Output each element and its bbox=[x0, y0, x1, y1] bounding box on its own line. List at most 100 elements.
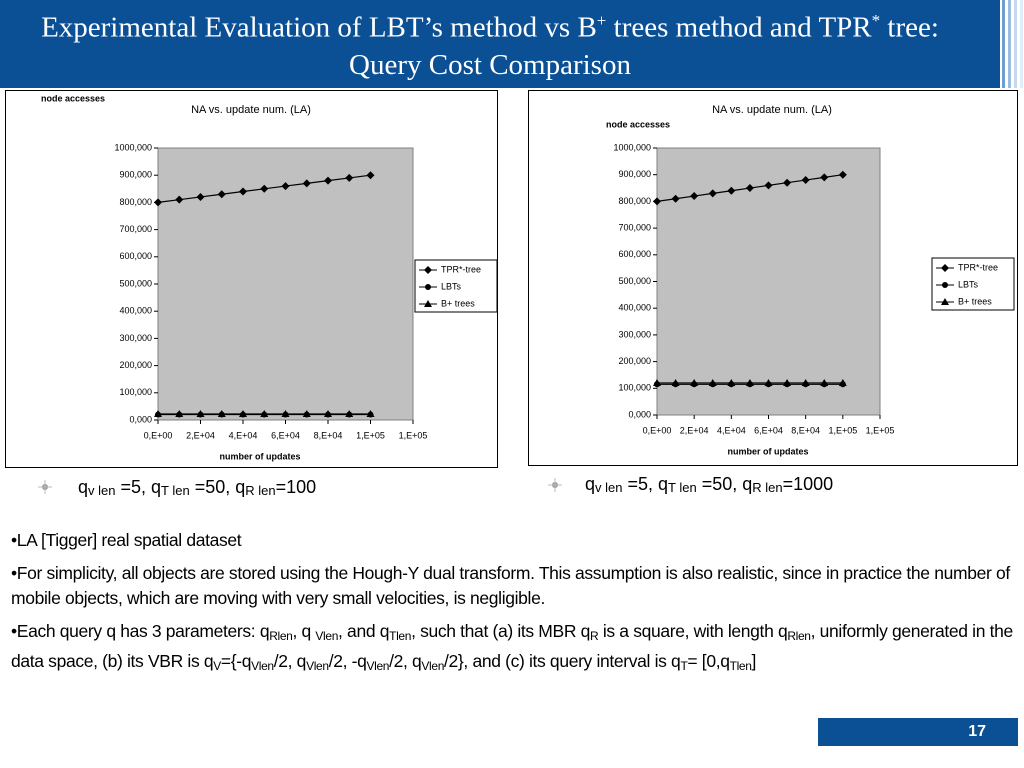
bullet: •For simplicity, all objects are stored … bbox=[11, 561, 1016, 611]
text-run: trees method and TPR bbox=[606, 11, 872, 44]
subscript: * bbox=[871, 11, 881, 30]
y-axis-label: node accesses bbox=[41, 93, 105, 103]
x-tick-label: 1,E+05 bbox=[399, 430, 428, 440]
legend-label: TPR*-tree bbox=[958, 262, 998, 272]
text-run: , q bbox=[292, 621, 316, 641]
data-point bbox=[281, 182, 290, 191]
data-point bbox=[801, 378, 810, 386]
text-run: is a square, with length q bbox=[598, 621, 788, 641]
y-tick-label: 900,000 bbox=[119, 170, 152, 180]
data-point bbox=[653, 197, 661, 206]
x-tick-label: 8,E+04 bbox=[791, 425, 820, 435]
data-point bbox=[302, 179, 311, 188]
bullet-icon bbox=[548, 478, 562, 492]
text-run: , uniformly generated in the data space,… bbox=[11, 621, 1013, 671]
data-point bbox=[764, 378, 773, 386]
text-run: =50, q bbox=[696, 474, 753, 494]
subscript: v len bbox=[595, 480, 623, 495]
y-axis-label: node accesses bbox=[606, 119, 670, 129]
data-point bbox=[154, 410, 162, 418]
x-tick-label: 8,E+04 bbox=[314, 430, 343, 440]
data-point bbox=[727, 378, 736, 386]
text-run: /2, q bbox=[273, 651, 307, 671]
x-tick-label: 0,E+00 bbox=[144, 430, 173, 440]
data-point bbox=[671, 378, 680, 386]
data-point bbox=[366, 410, 375, 418]
text-run: =5, q bbox=[622, 474, 669, 494]
text-run: •For simplicity, all objects are stored … bbox=[11, 563, 1010, 608]
x-tick-label: 1,E+05 bbox=[866, 425, 895, 435]
chart: NA vs. update num. (LA) node accesses numb… bbox=[528, 90, 1018, 466]
data-point bbox=[801, 176, 810, 185]
text-run: q bbox=[585, 474, 596, 494]
subscript: Vlen bbox=[421, 659, 445, 673]
x-tick-label: 6,E+04 bbox=[271, 430, 300, 440]
y-tick-label: 1000,000 bbox=[613, 142, 651, 152]
data-point bbox=[217, 410, 226, 418]
text-run: /2, -q bbox=[328, 651, 367, 671]
page-number: 17 bbox=[818, 718, 1018, 746]
text-run: =100 bbox=[275, 477, 317, 497]
data-point bbox=[175, 410, 184, 418]
data-point bbox=[745, 378, 754, 386]
data-point bbox=[838, 170, 847, 179]
y-tick-label: 900,000 bbox=[618, 169, 651, 179]
data-point bbox=[196, 410, 205, 418]
data-point bbox=[764, 181, 773, 190]
subscript: Rlen bbox=[787, 629, 811, 643]
x-tick-label: 2,E+04 bbox=[186, 430, 215, 440]
chart-title: NA vs. update num. (LA) bbox=[191, 104, 311, 116]
y-tick-label: 100,000 bbox=[119, 387, 152, 397]
y-tick-label: 200,000 bbox=[119, 360, 152, 370]
legend-marker bbox=[942, 282, 948, 288]
subscript: R len bbox=[752, 480, 783, 495]
data-point bbox=[217, 190, 226, 199]
subscript: V bbox=[213, 659, 221, 673]
data-point bbox=[302, 410, 311, 418]
y-tick-label: 600,000 bbox=[119, 251, 152, 261]
x-tick-label: 1,E+05 bbox=[828, 425, 857, 435]
text-run: =50, q bbox=[189, 477, 246, 497]
subscript: R bbox=[590, 629, 599, 643]
x-axis-label: number of updates bbox=[727, 446, 808, 456]
y-tick-label: 500,000 bbox=[618, 276, 651, 286]
x-axis-label: number of updates bbox=[219, 451, 300, 461]
subscript: Tlen bbox=[389, 629, 412, 643]
text-run: =5, q bbox=[115, 477, 162, 497]
data-point bbox=[366, 171, 375, 180]
data-point bbox=[783, 378, 792, 386]
legend-marker bbox=[941, 298, 949, 305]
text-run: Experimental Evaluation of LBT’s method … bbox=[41, 11, 597, 44]
data-point bbox=[783, 178, 792, 187]
data-point bbox=[324, 410, 332, 418]
y-tick-label: 800,000 bbox=[119, 197, 152, 207]
slide-title: Experimental Evaluation of LBT’s method … bbox=[20, 2, 960, 84]
legend-marker bbox=[424, 300, 432, 307]
data-point bbox=[154, 198, 162, 207]
text-run: /2, q bbox=[389, 651, 422, 671]
bullet: •Each query q has 3 parameters: q Rlen , q… bbox=[11, 619, 1016, 679]
subscript: Tlen bbox=[729, 659, 752, 673]
caption: qv len =5, qT len =50, qR len=100 bbox=[78, 477, 316, 498]
data-point bbox=[708, 378, 717, 386]
x-tick-label: 6,E+04 bbox=[754, 425, 783, 435]
y-tick-label: 600,000 bbox=[618, 249, 651, 259]
data-point bbox=[690, 192, 699, 201]
bullet: •LA [Tigger] real spatial dataset bbox=[11, 528, 1016, 553]
data-point bbox=[671, 194, 680, 203]
x-tick-label: 1,E+05 bbox=[356, 430, 385, 440]
text-run: = [0,q bbox=[687, 651, 730, 671]
x-tick-label: 4,E+04 bbox=[717, 425, 746, 435]
text-run: q bbox=[78, 477, 89, 497]
data-point bbox=[708, 189, 717, 198]
text-run: , such that (a) its MBR q bbox=[411, 621, 591, 641]
legend-label: LBTs bbox=[441, 281, 462, 291]
data-point bbox=[838, 378, 847, 386]
caption: qv len =5, qT len =50, qR len=1000 bbox=[585, 474, 833, 495]
text-run: tree: Query Cost Comparison bbox=[349, 11, 939, 81]
y-tick-label: 400,000 bbox=[618, 303, 651, 313]
text-run: •Each query q has 3 parameters: q bbox=[11, 621, 270, 641]
y-tick-label: 100,000 bbox=[618, 383, 651, 393]
y-tick-label: 700,000 bbox=[618, 222, 651, 232]
data-point bbox=[175, 195, 184, 204]
